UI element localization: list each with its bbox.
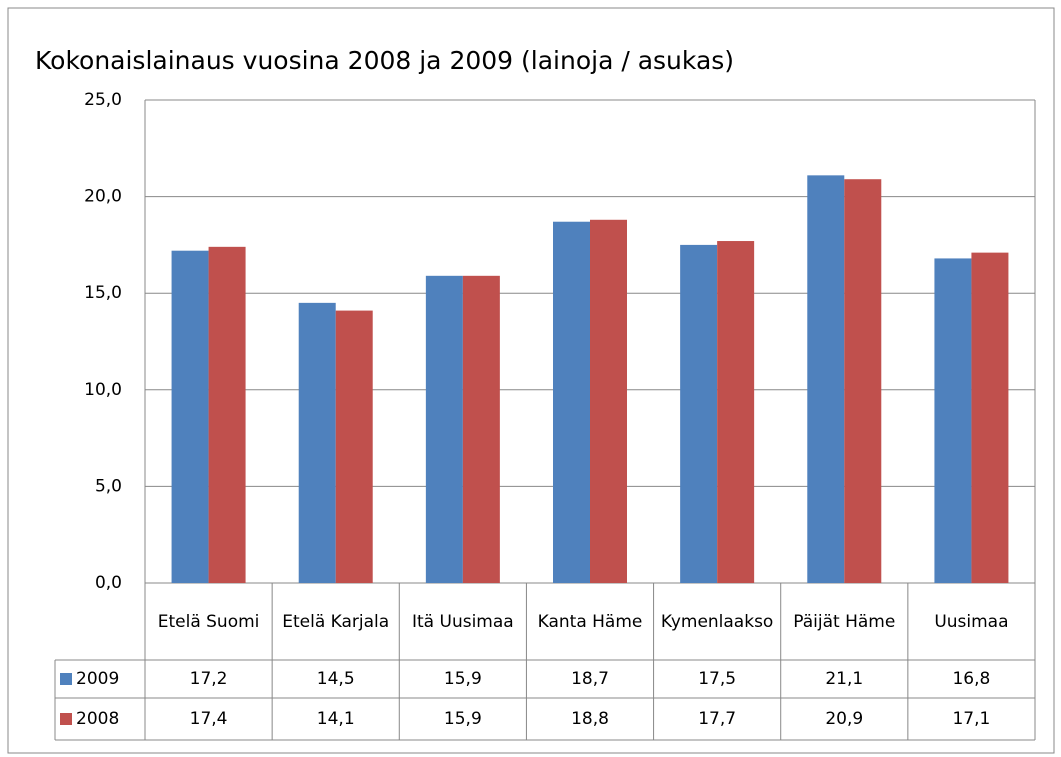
- data-table-value: 18,8: [571, 709, 609, 729]
- data-table-value: 17,4: [189, 709, 228, 729]
- bar: [462, 275, 500, 583]
- y-tick-label: 10,0: [84, 380, 122, 400]
- bar: [971, 252, 1009, 584]
- y-tick-label: 0,0: [95, 573, 122, 593]
- legend-swatch: [60, 673, 72, 685]
- legend-label: 2008: [76, 709, 120, 729]
- bar: [934, 258, 972, 583]
- x-tick-label: Uusimaa: [934, 612, 1009, 632]
- bar: [807, 175, 845, 583]
- data-table-value: 17,5: [698, 669, 737, 689]
- bar: [298, 302, 336, 583]
- bar: [590, 219, 627, 583]
- data-table-value: 20,9: [825, 709, 864, 729]
- x-tick-label: Itä Uusimaa: [412, 612, 514, 632]
- data-table-value: 17,7: [698, 709, 737, 729]
- data-table-value: 17,2: [189, 669, 228, 689]
- data-table-value: 16,8: [952, 669, 991, 689]
- bar: [208, 246, 246, 583]
- bar: [335, 310, 373, 583]
- y-tick-label: 15,0: [84, 283, 122, 303]
- x-tick-label: Kanta Häme: [537, 612, 643, 632]
- data-table-value: 15,9: [443, 709, 482, 729]
- x-tick-label: Etelä Suomi: [157, 612, 260, 632]
- y-tick-label: 25,0: [84, 90, 122, 110]
- bar: [553, 221, 590, 583]
- x-tick-label: Päijät Häme: [793, 612, 896, 632]
- data-table-value: 14,1: [316, 709, 355, 729]
- legend-entry: 2009: [60, 660, 119, 698]
- legend-swatch: [60, 713, 72, 725]
- bar: [680, 244, 718, 583]
- y-tick-label: 5,0: [95, 476, 122, 496]
- x-tick-label: Kymenlaakso: [660, 612, 774, 632]
- data-table-value: 14,5: [316, 669, 355, 689]
- chart-title: Kokonaislainaus vuosina 2008 ja 2009 (la…: [35, 46, 734, 75]
- bar: [425, 275, 463, 583]
- x-tick-label: Etelä Karjala: [282, 612, 390, 632]
- bar: [844, 179, 882, 583]
- data-table-value: 21,1: [825, 669, 864, 689]
- bar: [171, 250, 209, 584]
- legend-entry: 2008: [60, 698, 119, 740]
- data-table-value: 17,1: [952, 709, 991, 729]
- bar: [717, 241, 755, 583]
- legend-label: 2009: [76, 669, 120, 689]
- data-table-value: 15,9: [443, 669, 482, 689]
- data-table-value: 18,7: [571, 669, 609, 689]
- y-tick-label: 20,0: [84, 187, 122, 207]
